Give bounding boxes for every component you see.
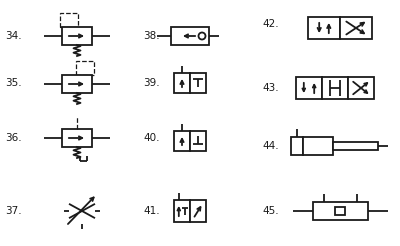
Bar	[76, 61, 94, 75]
Text: 39.: 39.	[143, 78, 160, 88]
Text: 35.: 35.	[5, 78, 22, 88]
Bar	[333, 142, 378, 150]
Bar	[62, 129, 92, 147]
Text: 40.: 40.	[143, 133, 160, 143]
Bar	[296, 77, 322, 99]
Bar	[348, 77, 374, 99]
Bar	[174, 131, 190, 151]
Text: 37.: 37.	[5, 206, 22, 216]
Text: 34.: 34.	[5, 31, 22, 41]
Text: 43.: 43.	[262, 83, 279, 93]
Bar	[291, 137, 303, 155]
Circle shape	[198, 32, 206, 40]
Bar	[190, 131, 206, 151]
Bar	[174, 200, 190, 222]
Bar	[340, 17, 372, 39]
Bar	[174, 73, 190, 93]
Text: 42.: 42.	[262, 19, 279, 29]
Text: 41.: 41.	[143, 206, 160, 216]
Text: 38.: 38.	[143, 31, 160, 41]
Bar	[312, 202, 368, 220]
Bar	[60, 13, 78, 27]
Text: 45.: 45.	[262, 206, 279, 216]
Bar	[322, 77, 348, 99]
Text: 36.: 36.	[5, 133, 22, 143]
Text: 44.: 44.	[262, 141, 279, 151]
Bar	[190, 73, 206, 93]
Bar	[335, 207, 345, 215]
Bar	[62, 75, 92, 93]
Bar	[62, 27, 92, 45]
Bar	[190, 200, 206, 222]
Bar	[303, 137, 333, 155]
Bar	[308, 17, 340, 39]
Bar	[171, 27, 209, 45]
